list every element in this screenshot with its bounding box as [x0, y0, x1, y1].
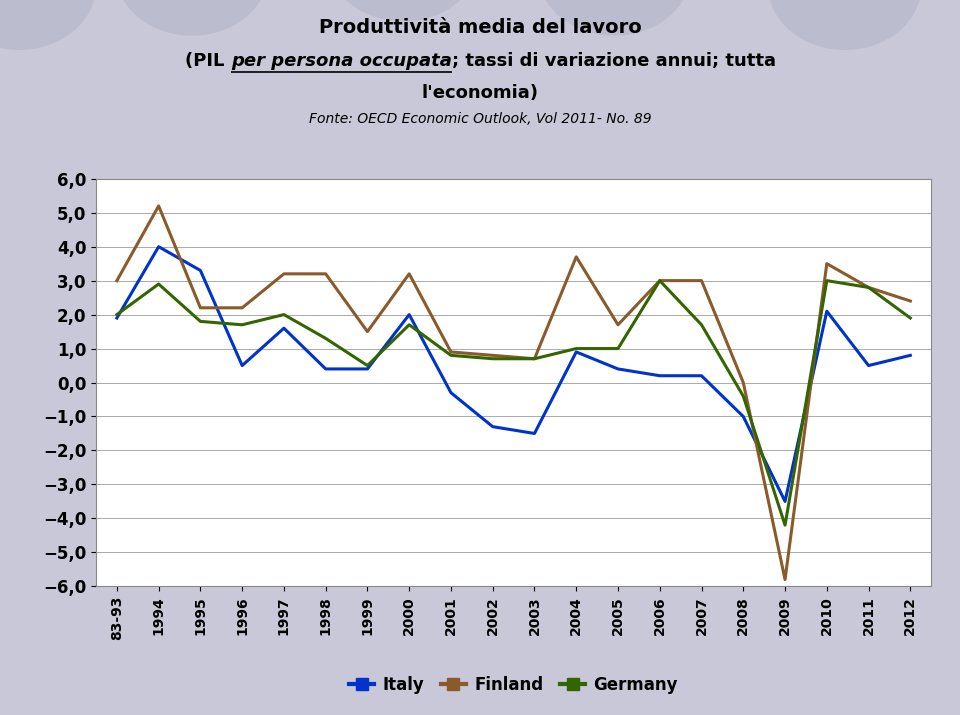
Legend: Italy, Finland, Germany: Italy, Finland, Germany — [343, 669, 684, 700]
Text: per persona occupata: per persona occupata — [230, 52, 452, 70]
Text: l'economia): l'economia) — [421, 84, 539, 102]
Text: ; tassi di variazione annui; tutta: ; tassi di variazione annui; tutta — [452, 52, 776, 70]
Text: (PIL: (PIL — [185, 52, 230, 70]
Text: Produttività media del lavoro: Produttività media del lavoro — [319, 18, 641, 37]
Text: Fonte: OECD Economic Outlook, Vol 2011- No. 89: Fonte: OECD Economic Outlook, Vol 2011- … — [309, 112, 651, 127]
